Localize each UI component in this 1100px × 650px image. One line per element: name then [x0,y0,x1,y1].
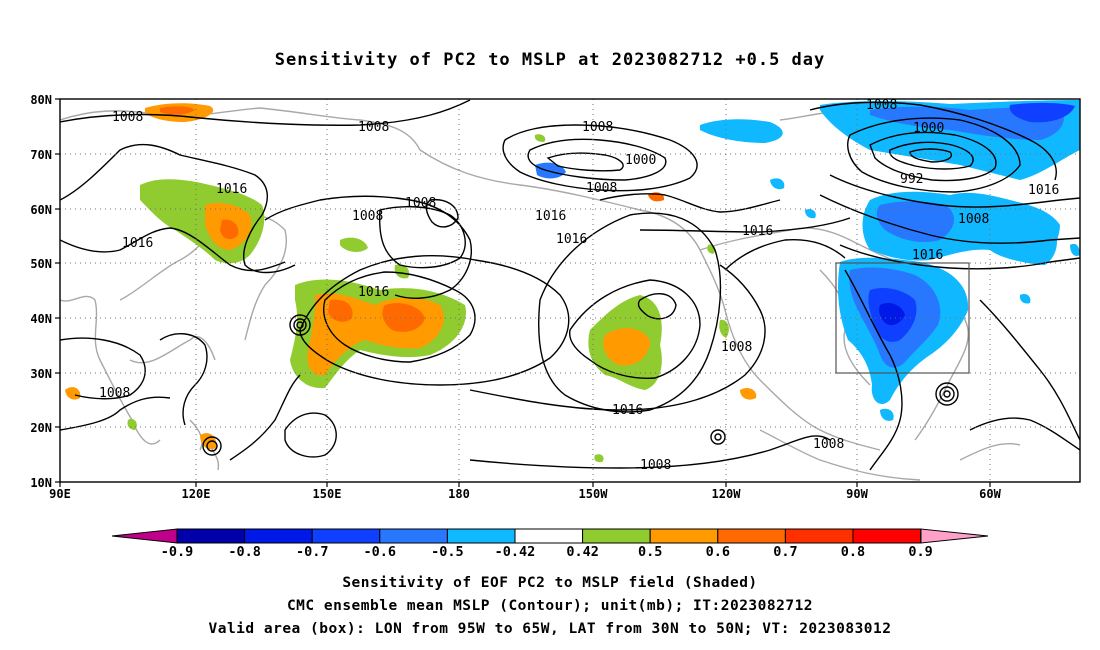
latitude-axis: 80N 70N 60N 50N 40N 30N 20N 10N [30,93,52,490]
footer-line-1: Sensitivity of EOF PC2 to MSLP field (Sh… [342,575,758,591]
colorbar-label: -0.7 [296,544,329,560]
lat-label: 30N [30,367,52,381]
colorbar-label: -0.5 [431,544,464,560]
colorbar-cell [582,528,651,544]
mslp-contours [60,99,1080,471]
contour-label: 1016 [1028,183,1059,198]
contour-label: 1008 [352,209,383,224]
lon-label: 120W [712,487,742,501]
colorbar-high-extension [920,528,989,544]
colorbar-cell [852,528,922,544]
map-plot-area: 1008 1008 1016 1016 1008 1008 1000 1008 … [60,98,1080,482]
contour-label: 1008 [866,98,897,113]
colorbar-cell [176,528,246,544]
contour-label: 1000 [913,121,944,136]
colorbar-cell [717,528,786,544]
longitude-axis: 90E 120E 150E 180 150W 120W 90W 60W [49,487,1001,501]
lat-label: 50N [30,257,52,271]
contour-label: 992 [900,172,923,187]
contour-label: 1016 [216,182,247,197]
lat-label: 70N [30,148,52,162]
axis-ticks [55,98,991,487]
colorbar-cell [649,528,719,544]
colorbar-cell [446,528,516,544]
lat-label: 10N [30,476,52,490]
contour-label: 1008 [586,181,617,196]
colorbar-cell [514,528,584,544]
contour-label: 1016 [742,224,773,239]
contour-labels: 1008 1008 1016 1016 1008 1008 1000 1008 … [99,98,1059,473]
contour-label: 1008 [358,120,389,135]
contour-label: 1008 [405,196,436,211]
valid-area-box [835,262,970,374]
lat-label: 40N [30,312,52,326]
colorbar-label: 0.8 [841,544,865,560]
contour-label: 1016 [612,403,643,418]
contour-label: 1008 [813,437,844,452]
colorbar-label: -0.42 [495,544,536,560]
contour-label: 1008 [582,120,613,135]
colorbar-cell [244,528,313,544]
contour-label: 1008 [721,340,752,355]
lon-label: 180 [448,487,470,501]
colorbar-label: 0.7 [773,544,797,560]
colorbar-cell [311,528,381,544]
lat-label: 60N [30,203,52,217]
contour-label: 1016 [358,285,389,300]
map-frame [59,98,1081,483]
map-title: Sensitivity of PC2 to MSLP at 2023082712… [274,50,826,70]
contour-label: 1008 [958,212,989,227]
contour-label: 1016 [122,236,153,251]
sensitivity-shading [65,100,1080,463]
colorbar-label: 0.5 [638,544,662,560]
colorbar-label: -0.9 [161,544,194,560]
contour-label: 1000 [625,153,656,168]
colorbar-label: 0.42 [566,544,599,560]
lon-label: 120E [182,487,211,501]
lon-label: 60W [979,487,1001,501]
colorbar-label: -0.8 [228,544,261,560]
lon-label: 90W [846,487,868,501]
contour-label: 1008 [99,386,130,401]
footer-line-2: CMC ensemble mean MSLP (Contour); unit(m… [286,598,814,614]
lon-label: 150E [313,487,342,501]
lat-label: 80N [30,93,52,107]
lat-label: 20N [30,421,52,435]
lon-label: 90E [49,487,71,501]
colorbar-cell [379,528,448,544]
lon-label: 150W [579,487,609,501]
footer-line-3: Valid area (box): LON from 95W to 65W, L… [208,621,892,637]
contour-label: 1016 [535,209,566,224]
colorbar-label: 0.6 [706,544,730,560]
contour-label: 1008 [640,458,671,473]
colorbar-low-extension [111,528,178,544]
contour-label: 1016 [556,232,587,247]
colorbar-label: 0.9 [908,544,932,560]
contour-label: 1016 [912,248,943,263]
contour-label: 1008 [112,110,143,125]
colorbar-cell [784,528,854,544]
colorbar-label: -0.6 [364,544,397,560]
colorbar: -0.9 -0.8 -0.7 -0.6 -0.5 -0.42 0.42 0.5 0.6 0.7 0.… [111,528,989,560]
